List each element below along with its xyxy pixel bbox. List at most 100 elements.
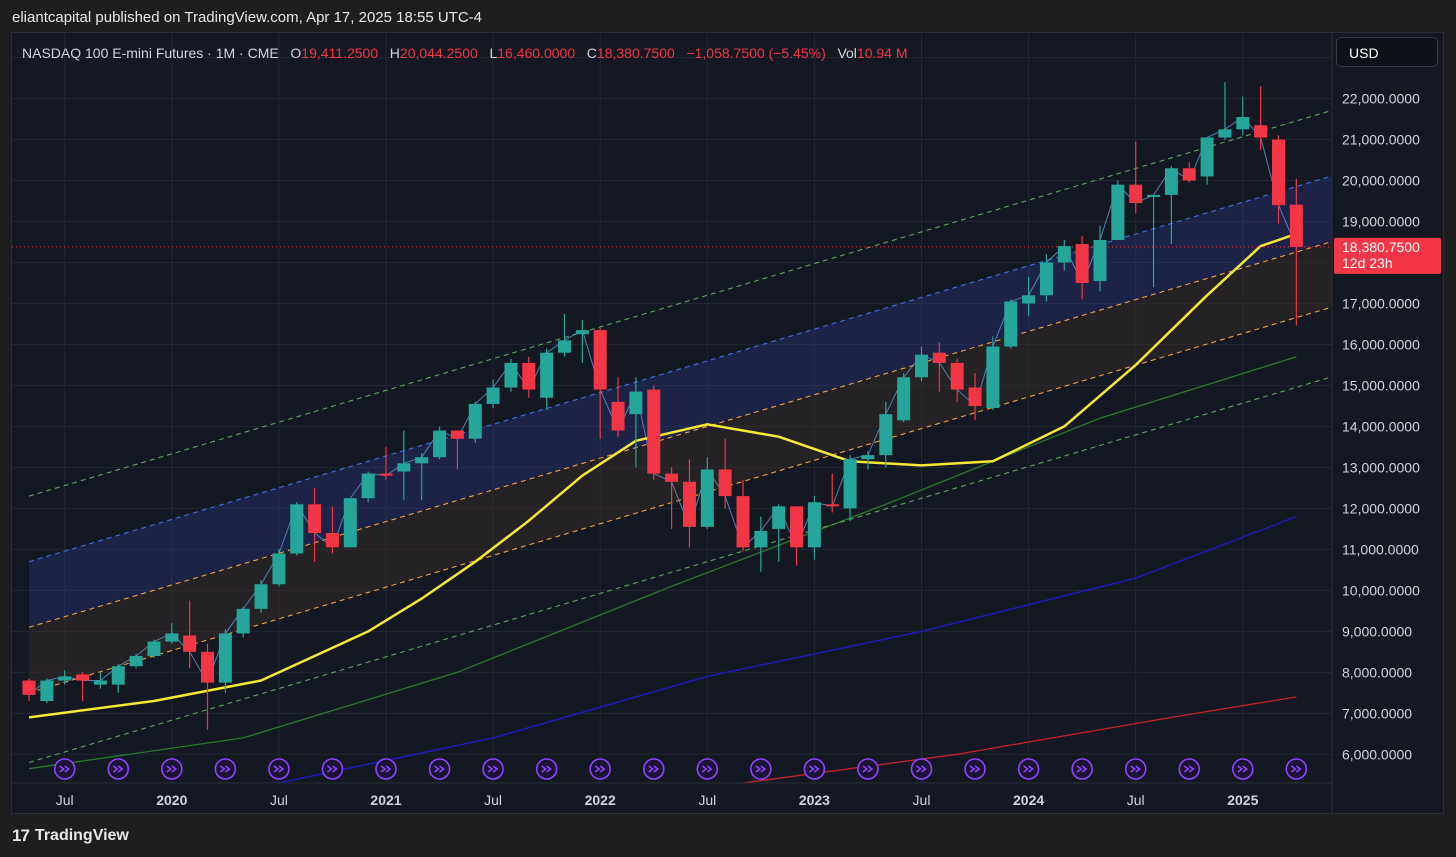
chart-frame[interactable]: Jul 2020 Jul 2021 Jul 2022 Jul 2023 Jul 2024 Jul 20… bbox=[11, 32, 1444, 814]
candle-body bbox=[915, 354, 928, 378]
event-marker-icon bbox=[1124, 758, 1147, 780]
event-marker-icon bbox=[482, 758, 504, 780]
low-value: 16,460.0000 bbox=[497, 45, 576, 61]
candle-body bbox=[236, 608, 250, 634]
x-tick-label: Jul bbox=[56, 792, 74, 808]
candle bbox=[575, 319, 589, 363]
candle-body bbox=[1093, 239, 1107, 281]
candle bbox=[308, 487, 322, 562]
event-marker-icon bbox=[161, 758, 183, 780]
event-marker-icon bbox=[1017, 758, 1040, 780]
candle bbox=[93, 672, 107, 689]
candle-body bbox=[111, 666, 125, 685]
high-label: H bbox=[389, 45, 400, 61]
candle-body bbox=[1057, 246, 1071, 263]
event-arrow bbox=[916, 765, 927, 773]
candle bbox=[611, 377, 625, 437]
candle-body bbox=[1182, 168, 1196, 181]
candle-body bbox=[1200, 137, 1214, 177]
event-marker-icon bbox=[1178, 758, 1201, 780]
candle bbox=[201, 643, 214, 730]
candle bbox=[254, 580, 268, 613]
candle-body bbox=[1218, 129, 1232, 138]
candle bbox=[754, 516, 768, 572]
candle bbox=[647, 385, 661, 480]
candle bbox=[397, 430, 411, 501]
event-arrow bbox=[380, 765, 392, 773]
candle-body bbox=[468, 403, 482, 439]
candle bbox=[361, 471, 375, 503]
event-arrow bbox=[219, 765, 231, 773]
candle bbox=[843, 455, 857, 521]
event-arrow bbox=[434, 765, 445, 773]
candle bbox=[968, 373, 982, 421]
y-tick-label: 22,000.0000 bbox=[1342, 91, 1420, 107]
candle-body bbox=[379, 473, 393, 476]
event-arrow bbox=[1023, 765, 1034, 773]
event-marker-icon bbox=[696, 758, 719, 780]
candle bbox=[718, 438, 732, 509]
y-tick-label: 13,000.0000 bbox=[1342, 459, 1420, 475]
y-axis-area bbox=[1332, 33, 1443, 813]
candle bbox=[165, 623, 179, 644]
candle bbox=[1075, 235, 1089, 300]
candle-body bbox=[450, 430, 464, 439]
candle bbox=[1164, 166, 1178, 245]
candle-body bbox=[861, 455, 875, 460]
publisher-line: eliantcapital published on TradingView.c… bbox=[12, 9, 483, 26]
symbol-title[interactable]: NASDAQ 100 E-mini Futures · 1M · CME bbox=[22, 45, 279, 61]
x-tick-label: 2024 bbox=[1013, 792, 1044, 808]
candle-body bbox=[700, 469, 714, 527]
candle bbox=[1289, 178, 1303, 326]
candle bbox=[736, 479, 750, 552]
candle bbox=[433, 426, 447, 460]
candle bbox=[897, 373, 911, 423]
y-tick-label: 9,000.0000 bbox=[1342, 623, 1412, 639]
candle-body bbox=[504, 362, 518, 388]
candle-body bbox=[183, 635, 197, 652]
candle-body bbox=[932, 352, 946, 363]
candle-body bbox=[325, 533, 339, 548]
price-tag-bg bbox=[1334, 237, 1441, 274]
candle-body bbox=[647, 389, 661, 474]
candle bbox=[1200, 137, 1214, 185]
candle bbox=[772, 504, 786, 562]
candle-body bbox=[201, 651, 214, 683]
event-arrow bbox=[59, 765, 71, 773]
candle-body bbox=[843, 459, 857, 509]
low-label: L bbox=[489, 45, 498, 61]
candle-body bbox=[1111, 184, 1125, 240]
candle-body bbox=[343, 498, 357, 548]
y-tick-label: 21,000.0000 bbox=[1342, 132, 1420, 148]
event-arrow bbox=[1130, 765, 1142, 773]
candle bbox=[272, 549, 286, 587]
candle-body bbox=[968, 387, 982, 406]
candle bbox=[1147, 194, 1161, 288]
candle-body bbox=[165, 633, 179, 642]
channel-line-4 bbox=[28, 360, 1386, 764]
currency-button[interactable]: USD bbox=[1336, 37, 1438, 67]
candle-body bbox=[1022, 295, 1036, 304]
event-marker-icon bbox=[589, 758, 612, 780]
x-tick-label: 2020 bbox=[156, 792, 187, 808]
candle-body bbox=[1004, 301, 1018, 347]
x-tick-label: Jul bbox=[484, 792, 502, 808]
candle-body bbox=[754, 530, 768, 548]
footer-brand[interactable]: 17 TradingView bbox=[12, 826, 129, 846]
candle-body bbox=[682, 481, 696, 527]
ma-navy-line bbox=[278, 515, 1297, 784]
event-arrow bbox=[701, 765, 713, 773]
candle bbox=[1182, 162, 1196, 183]
chart-canvas[interactable]: Jul 2020 Jul 2021 Jul 2022 Jul 2023 Jul 2024 Jul 20… bbox=[12, 33, 1444, 814]
event-marker-icon bbox=[321, 758, 344, 780]
x-tick-label: 2021 bbox=[370, 792, 401, 808]
candle-body bbox=[1236, 117, 1250, 130]
candle-body bbox=[540, 352, 554, 398]
candle bbox=[343, 498, 357, 548]
event-arrow bbox=[541, 765, 552, 773]
candle-body bbox=[593, 330, 607, 390]
x-tick-label: Jul bbox=[1127, 792, 1145, 808]
event-marker-icon bbox=[1285, 758, 1308, 780]
candle-body bbox=[290, 504, 304, 554]
volume-label: Vol bbox=[837, 45, 857, 61]
